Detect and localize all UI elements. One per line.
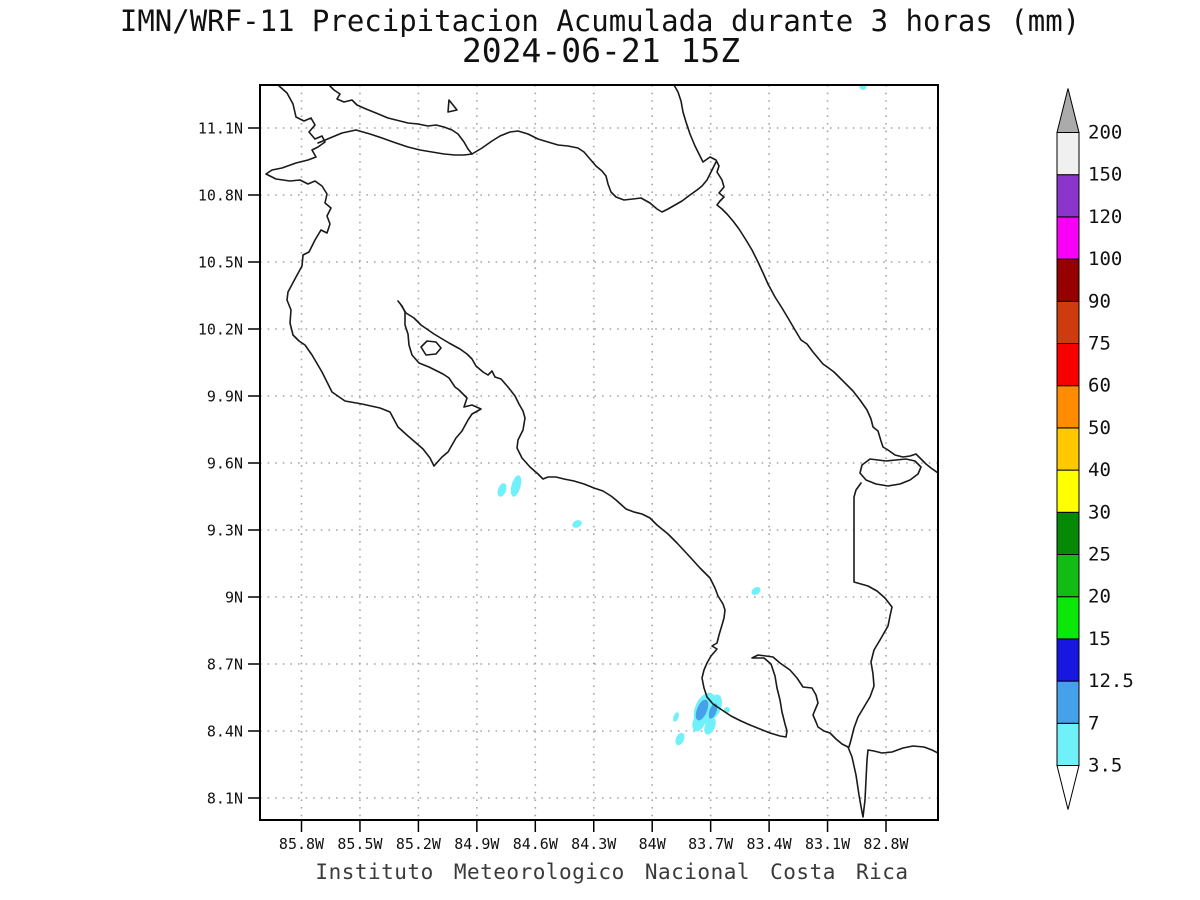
colorbar-label: 75: [1088, 333, 1111, 355]
y-tick-label: 9N: [225, 589, 243, 607]
colorbar-segment: [1056, 258, 1080, 302]
axis-ticks: [248, 127, 887, 832]
border-panama: [848, 482, 893, 748]
y-tick-label: 9.9N: [207, 388, 243, 406]
colorbar-label: 15: [1088, 628, 1111, 650]
y-tick-label: 11.1N: [198, 120, 243, 138]
colorbar-segment: [1056, 343, 1080, 387]
island-solentiname: [447, 99, 458, 113]
colorbar-segment: [1056, 216, 1080, 260]
colorbar-scale: 3.5 7 12.5 15 20 25 30 40 50 60 75 90 100 120 150 200: [1056, 88, 1134, 810]
x-tick-label: 83.1W: [805, 835, 851, 853]
colorbar-label: 90: [1088, 290, 1111, 312]
y-tick-label: 8.1N: [207, 790, 243, 808]
colorbar-segment: [1056, 469, 1080, 513]
map-frame: [259, 84, 939, 821]
x-tick-label: 82.8W: [863, 835, 909, 853]
precip-cell: [695, 699, 709, 721]
precip-cell: [751, 586, 761, 596]
x-tick-label: 84.9W: [454, 835, 500, 853]
y-tick-label: 10.8N: [198, 187, 243, 205]
x-axis-labels: 85.8W 85.5W 85.2W 84.9W 84.6W 84.3W 84W 83.7W 83…: [279, 835, 910, 853]
lake-nicaragua-shore: [328, 85, 473, 155]
coastline-caribbean: [673, 85, 938, 474]
figure-subtitle-datetime: 2024-06-21 15Z: [462, 31, 740, 70]
coastlines: [265, 85, 938, 818]
precip-cell: [572, 520, 582, 528]
colorbar-segment: [1056, 511, 1080, 555]
coastline-pacific-mainland-osa-burica: [400, 304, 938, 818]
y-tick-label: 8.7N: [207, 656, 243, 674]
colorbar-label: 3.5: [1088, 755, 1122, 777]
colorbar-segment: [1056, 596, 1080, 640]
x-tick-label: 85.8W: [279, 835, 325, 853]
x-tick-label: 84.6W: [513, 835, 559, 853]
x-tick-label: 83.7W: [688, 835, 734, 853]
colorbar-label: 100: [1088, 248, 1122, 270]
colorbar-segment: [1056, 300, 1080, 344]
x-tick-label: 85.2W: [396, 835, 442, 853]
y-tick-label: 9.6N: [207, 455, 243, 473]
coastline-nicaragua-pacific-nicoya: [265, 85, 482, 467]
colorbar-segment: [1056, 638, 1080, 682]
precip-cell: [708, 703, 718, 719]
colorbar-label: 40: [1088, 459, 1111, 481]
x-tick-label: 84.3W: [571, 835, 617, 853]
y-tick-label: 10.5N: [198, 254, 243, 272]
y-tick-label: 8.4N: [207, 723, 243, 741]
border-rio-san-juan: [317, 129, 717, 213]
precip-cell: [497, 483, 507, 497]
colorbar-label: 25: [1088, 544, 1111, 566]
y-tick-label: 9.3N: [207, 522, 243, 540]
colorbar-label: 150: [1088, 164, 1122, 186]
colorbar-segment: [1056, 722, 1080, 766]
colorbar-label: 120: [1088, 206, 1122, 228]
x-tick-label: 85.5W: [337, 835, 383, 853]
colorbar-segment: [1056, 385, 1080, 429]
colorbar-segment: [1056, 554, 1080, 598]
colorbar-label: 60: [1088, 375, 1111, 397]
colorbar-label: 7: [1088, 712, 1099, 734]
island-chira: [420, 340, 442, 356]
figure-title: IMN/WRF-11 Precipitacion Acumulada duran…: [120, 4, 1080, 38]
colorbar-segment: [1056, 132, 1080, 176]
precip-cell: [673, 712, 679, 722]
grid-lines: [260, 85, 938, 820]
precip-cell: [510, 475, 522, 497]
footer-institution: Instituto Meteorologico Nacional Costa R…: [315, 860, 908, 884]
lagoon-sixaola: [859, 458, 922, 487]
y-axis-labels: 11.1N 10.8N 10.5N 10.2N 9.9N 9.6N 9.3N 9N 8.7N 8.…: [198, 120, 243, 808]
colorbar-under-arrow: [1056, 765, 1080, 810]
precipitation-cells: [497, 85, 867, 746]
colorbar-over-arrow: [1056, 88, 1080, 133]
colorbar-segment: [1056, 680, 1080, 724]
x-tick-label: 83.4W: [747, 835, 793, 853]
colorbar-segment: [1056, 174, 1080, 218]
x-tick-label: 84W: [639, 835, 667, 853]
precip-cell: [859, 85, 867, 90]
precip-cell: [704, 717, 716, 735]
colorbar-label: 30: [1088, 501, 1111, 523]
colorbar-label: 12.5: [1088, 670, 1134, 692]
colorbar-label: 20: [1088, 586, 1111, 608]
y-tick-label: 10.2N: [198, 321, 243, 339]
precip-cell: [675, 732, 685, 746]
colorbar-segment: [1056, 427, 1080, 471]
colorbar-label: 200: [1088, 122, 1122, 144]
colorbar-label: 50: [1088, 417, 1111, 439]
